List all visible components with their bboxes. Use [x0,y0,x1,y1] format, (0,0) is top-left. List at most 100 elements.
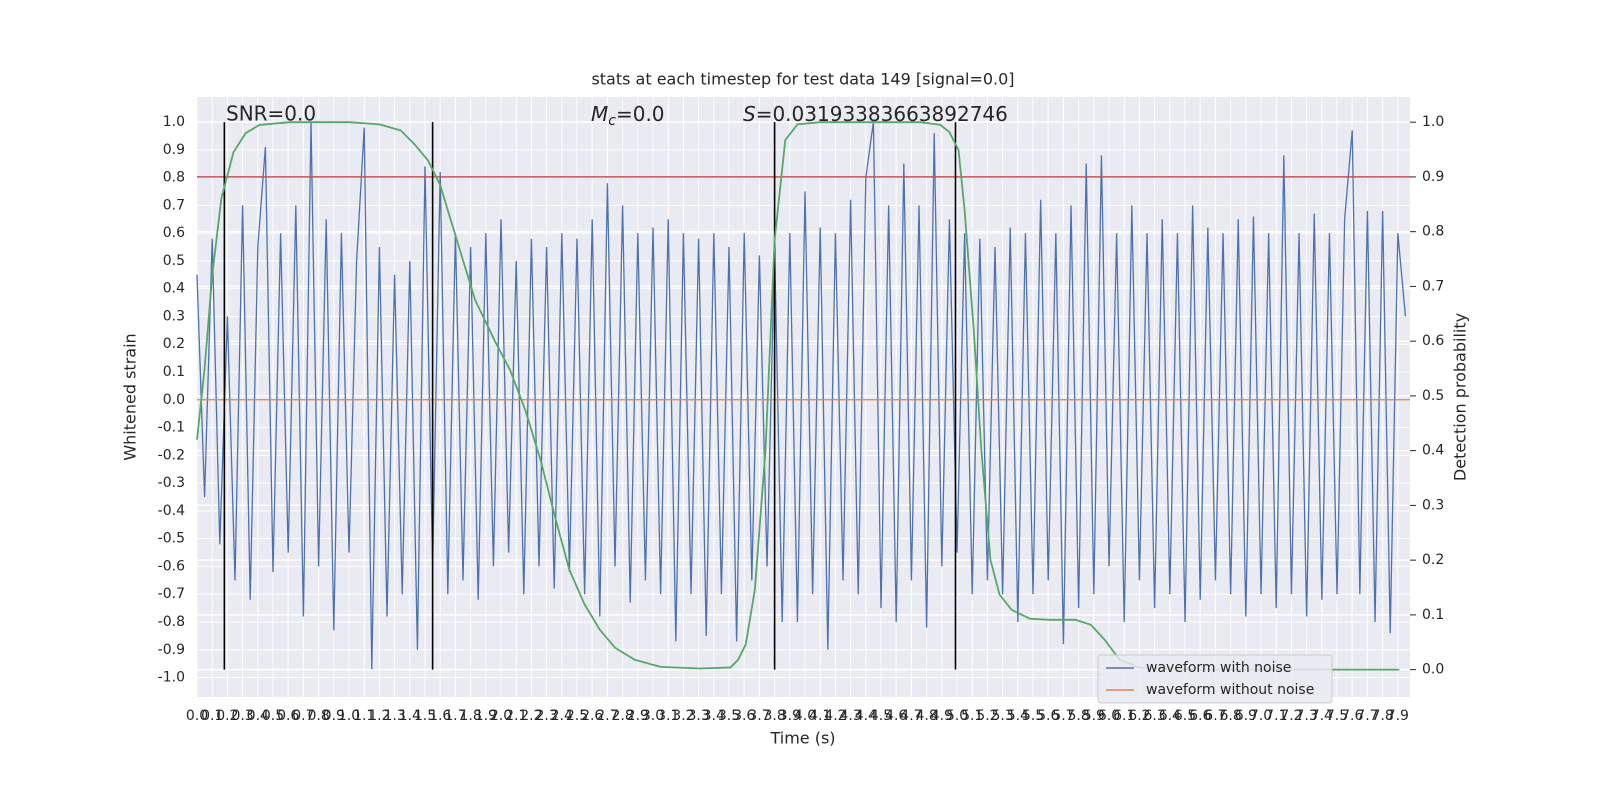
y-tick-label: -0.5 [158,531,185,547]
x-tick-label: 4.4 [855,708,877,724]
x-tick-label: 4.0 [794,708,816,724]
x-tick-label: 0.0 [186,708,208,724]
x-tick-label: 3.1 [657,708,679,724]
y-tick-label: -0.4 [158,503,185,519]
x-tick-label: 7.0 [1250,708,1272,724]
x-tick-label: 1.3 [383,708,405,724]
y-tick-label: -0.3 [158,475,185,491]
x-tick-label: 0.5 [262,708,284,724]
x-tick-label: 5.0 [946,708,968,724]
x-tick-label: 6.5 [1174,708,1196,724]
y-tick-label: 0.6 [163,225,185,241]
y2-tick-label: 0.4 [1422,443,1444,459]
x-tick-label: 1.6 [429,708,451,724]
x-tick-label: 3.3 [687,708,709,724]
y-tick-label: -1.0 [158,670,185,686]
x-tick-label: 3.4 [703,708,725,724]
y-tick-label: 0.1 [163,364,185,380]
y-tick-label: 0.8 [163,170,185,186]
x-tick-label: 2.5 [566,708,588,724]
x-tick-label: 6.3 [1143,708,1165,724]
x-tick-label: 0.4 [247,708,269,724]
y-tick-label: 0.2 [163,336,185,352]
x-tick-label: 3.2 [672,708,694,724]
x-tick-label: 7.9 [1387,708,1409,724]
x-tick-label: 0.6 [277,708,299,724]
x-tick-label: 2.8 [611,708,633,724]
x-tick-label: 5.8 [1067,708,1089,724]
x-tick-label: 1.4 [399,708,421,724]
y-tick-label: 0.3 [163,308,185,324]
x-tick-label: 2.3 [535,708,557,724]
y2-axis-label: Detection probability [1451,313,1470,481]
x-tick-label: 4.1 [809,708,831,724]
x-tick-label: 3.8 [763,708,785,724]
x-tick-label: 6.1 [1113,708,1135,724]
mc-text: =0.0 [616,102,665,126]
x-tick-label: 6.9 [1235,708,1257,724]
x-tick-label: 2.1 [505,708,527,724]
x-tick-label: 1.0 [338,708,360,724]
y2-tick-label: 0.3 [1422,497,1444,513]
series-line [196,121,1400,671]
y-tick-label: -0.8 [158,614,185,630]
x-tick-label: 7.2 [1280,708,1302,724]
snr-annotation: SNR=0.0 [226,102,316,126]
x-tick-label: 4.8 [915,708,937,724]
x-tick-label: 1.5 [414,708,436,724]
x-tick-label: 0.2 [216,708,238,724]
y-tick-label: 0.9 [163,142,185,158]
x-tick-label: 1.9 [475,708,497,724]
x-tick-label: 2.6 [581,708,603,724]
y2-tick-label: 0.2 [1422,552,1444,568]
s-annotation: S=0.03193383663892746 [743,102,1008,126]
x-tick-label: 0.8 [307,708,329,724]
x-tick-label: 4.2 [824,708,846,724]
x-tick-label: 6.4 [1159,708,1181,724]
x-tick-label: 4.7 [900,708,922,724]
x-tick-label: 5.1 [961,708,983,724]
x-tick-label: 6.6 [1189,708,1211,724]
x-tick-label: 6.7 [1204,708,1226,724]
legend-box [1097,654,1333,704]
marks [196,121,1410,671]
x-tick-label: 1.7 [444,708,466,724]
x-tick-label: 5.5 [1022,708,1044,724]
series-line [196,121,1407,670]
x-tick-label: 1.1 [353,708,375,724]
y-tick-label: -0.1 [158,420,185,436]
y-tick-label: 1.0 [163,114,185,130]
x-tick-label: 0.3 [231,708,253,724]
x-tick-label: 0.1 [201,708,223,724]
x-tick-label: 7.8 [1372,708,1394,724]
x-tick-label: 5.2 [976,708,998,724]
y-tick-label: 0.5 [163,253,185,269]
x-tick-label: 4.6 [885,708,907,724]
x-tick-label: 7.6 [1341,708,1363,724]
legend-label: waveform with noise [1146,660,1291,676]
x-tick-label: 7.7 [1356,708,1378,724]
x-tick-label: 3.0 [642,708,664,724]
x-tick-label: 2.7 [596,708,618,724]
x-tick-label: 4.9 [931,708,953,724]
x-tick-label: 7.1 [1265,708,1287,724]
legend-label: waveform without noise [1146,682,1314,698]
x-tick-label: 6.2 [1128,708,1150,724]
x-tick-label: 1.2 [368,708,390,724]
x-tick-label: 3.9 [779,708,801,724]
x-tick-label: 7.3 [1296,708,1318,724]
x-tick-label: 6.8 [1220,708,1242,724]
y-tick-label: -0.6 [158,558,185,574]
x-tick-label: 5.4 [1007,708,1029,724]
x-tick-label: 5.6 [1037,708,1059,724]
x-tick-label: 2.9 [627,708,649,724]
chart-title: stats at each timestep for test data 149… [591,70,1014,89]
mc-annotation: Mc=0.0 [591,102,665,130]
x-tick-label: 2.0 [490,708,512,724]
x-tick-label: 2.4 [551,708,573,724]
plot-area [197,97,1410,697]
y-tick-label: -0.2 [158,447,185,463]
legend: waveform with noise waveform without nois… [1097,654,1333,704]
x-tick-label: 6.0 [1098,708,1120,724]
